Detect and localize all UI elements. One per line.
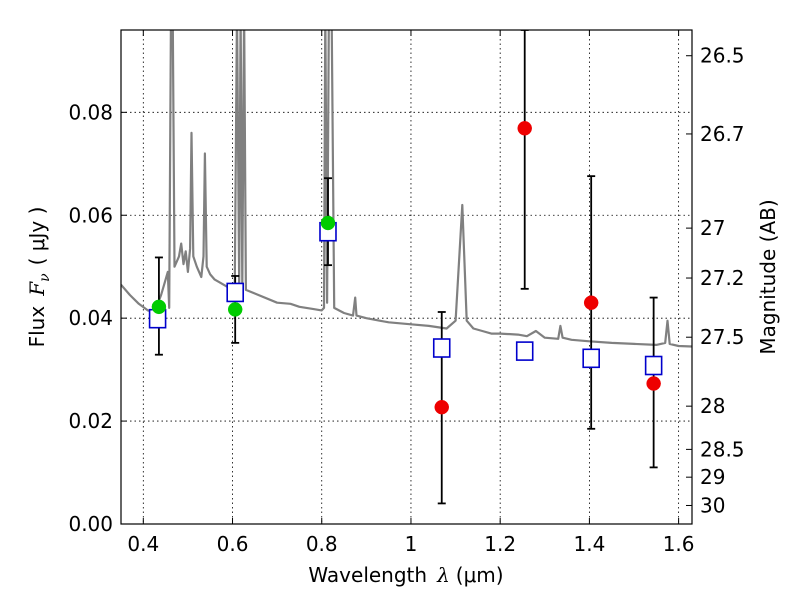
x-axis-title: Wavelength λ (μm) — [308, 563, 503, 587]
x-tick-label: 1 — [405, 532, 418, 556]
circle-marker — [227, 302, 243, 317]
y-tick-label: 0.02 — [68, 409, 113, 433]
y-tick-label: 0.00 — [68, 512, 113, 536]
x-tick-label: 1.2 — [484, 532, 516, 556]
y2-axis-title: Magnitude (AB) — [756, 199, 780, 354]
x-tick-label: 0.6 — [217, 532, 249, 556]
x-tick-label: 1.4 — [573, 532, 605, 556]
magnitude-tick-label: 27.2 — [700, 266, 745, 290]
square-marker — [515, 341, 534, 361]
magnitude-tick-label: 26.5 — [700, 44, 745, 68]
y-tick-label: 0.08 — [68, 100, 113, 124]
plot-frame — [120, 29, 693, 525]
x-tick-label: 1.6 — [663, 532, 695, 556]
magnitude-tick-label: 30 — [700, 493, 725, 517]
y-axis-title: FluxFν( μJy ) — [25, 207, 53, 348]
square-marker — [582, 348, 600, 369]
x-axis-ticks: 0.4 0.6 0.8 1 1.2 1.4 1.6 — [127, 30, 695, 556]
error-bars — [154, 30, 658, 505]
circle-marker — [583, 295, 599, 310]
circle-marker — [646, 376, 661, 391]
data-markers — [148, 121, 663, 415]
magnitude-tick-label: 28.5 — [700, 437, 745, 461]
circle-marker — [151, 299, 167, 315]
magnitude-tick-label: 26.7 — [700, 122, 745, 146]
magnitude-axis-ticks: 26.5 26.7 27 27.2 27.5 28 28.5 29 30 — [686, 44, 745, 517]
spectrum-line — [121, 30, 692, 348]
grid — [121, 30, 692, 525]
x-tick-label: 0.8 — [306, 532, 338, 556]
model-spectrum — [121, 30, 692, 348]
y-tick-label: 0.06 — [68, 203, 113, 227]
circle-marker — [517, 121, 532, 136]
y-axis-ticks: 0.00 0.02 0.04 0.06 0.08 — [68, 100, 127, 536]
magnitude-tick-label: 27.5 — [700, 325, 745, 349]
square-marker — [226, 282, 244, 303]
magnitude-tick-label: 29 — [700, 465, 725, 489]
circle-marker — [320, 215, 336, 231]
square-marker — [432, 338, 451, 358]
magnitude-tick-label: 28 — [700, 394, 725, 418]
x-tick-label: 0.4 — [127, 532, 159, 556]
square-marker — [644, 355, 663, 376]
y-tick-label: 0.04 — [68, 306, 113, 330]
circle-marker — [434, 399, 449, 415]
magnitude-tick-label: 27 — [700, 216, 725, 240]
